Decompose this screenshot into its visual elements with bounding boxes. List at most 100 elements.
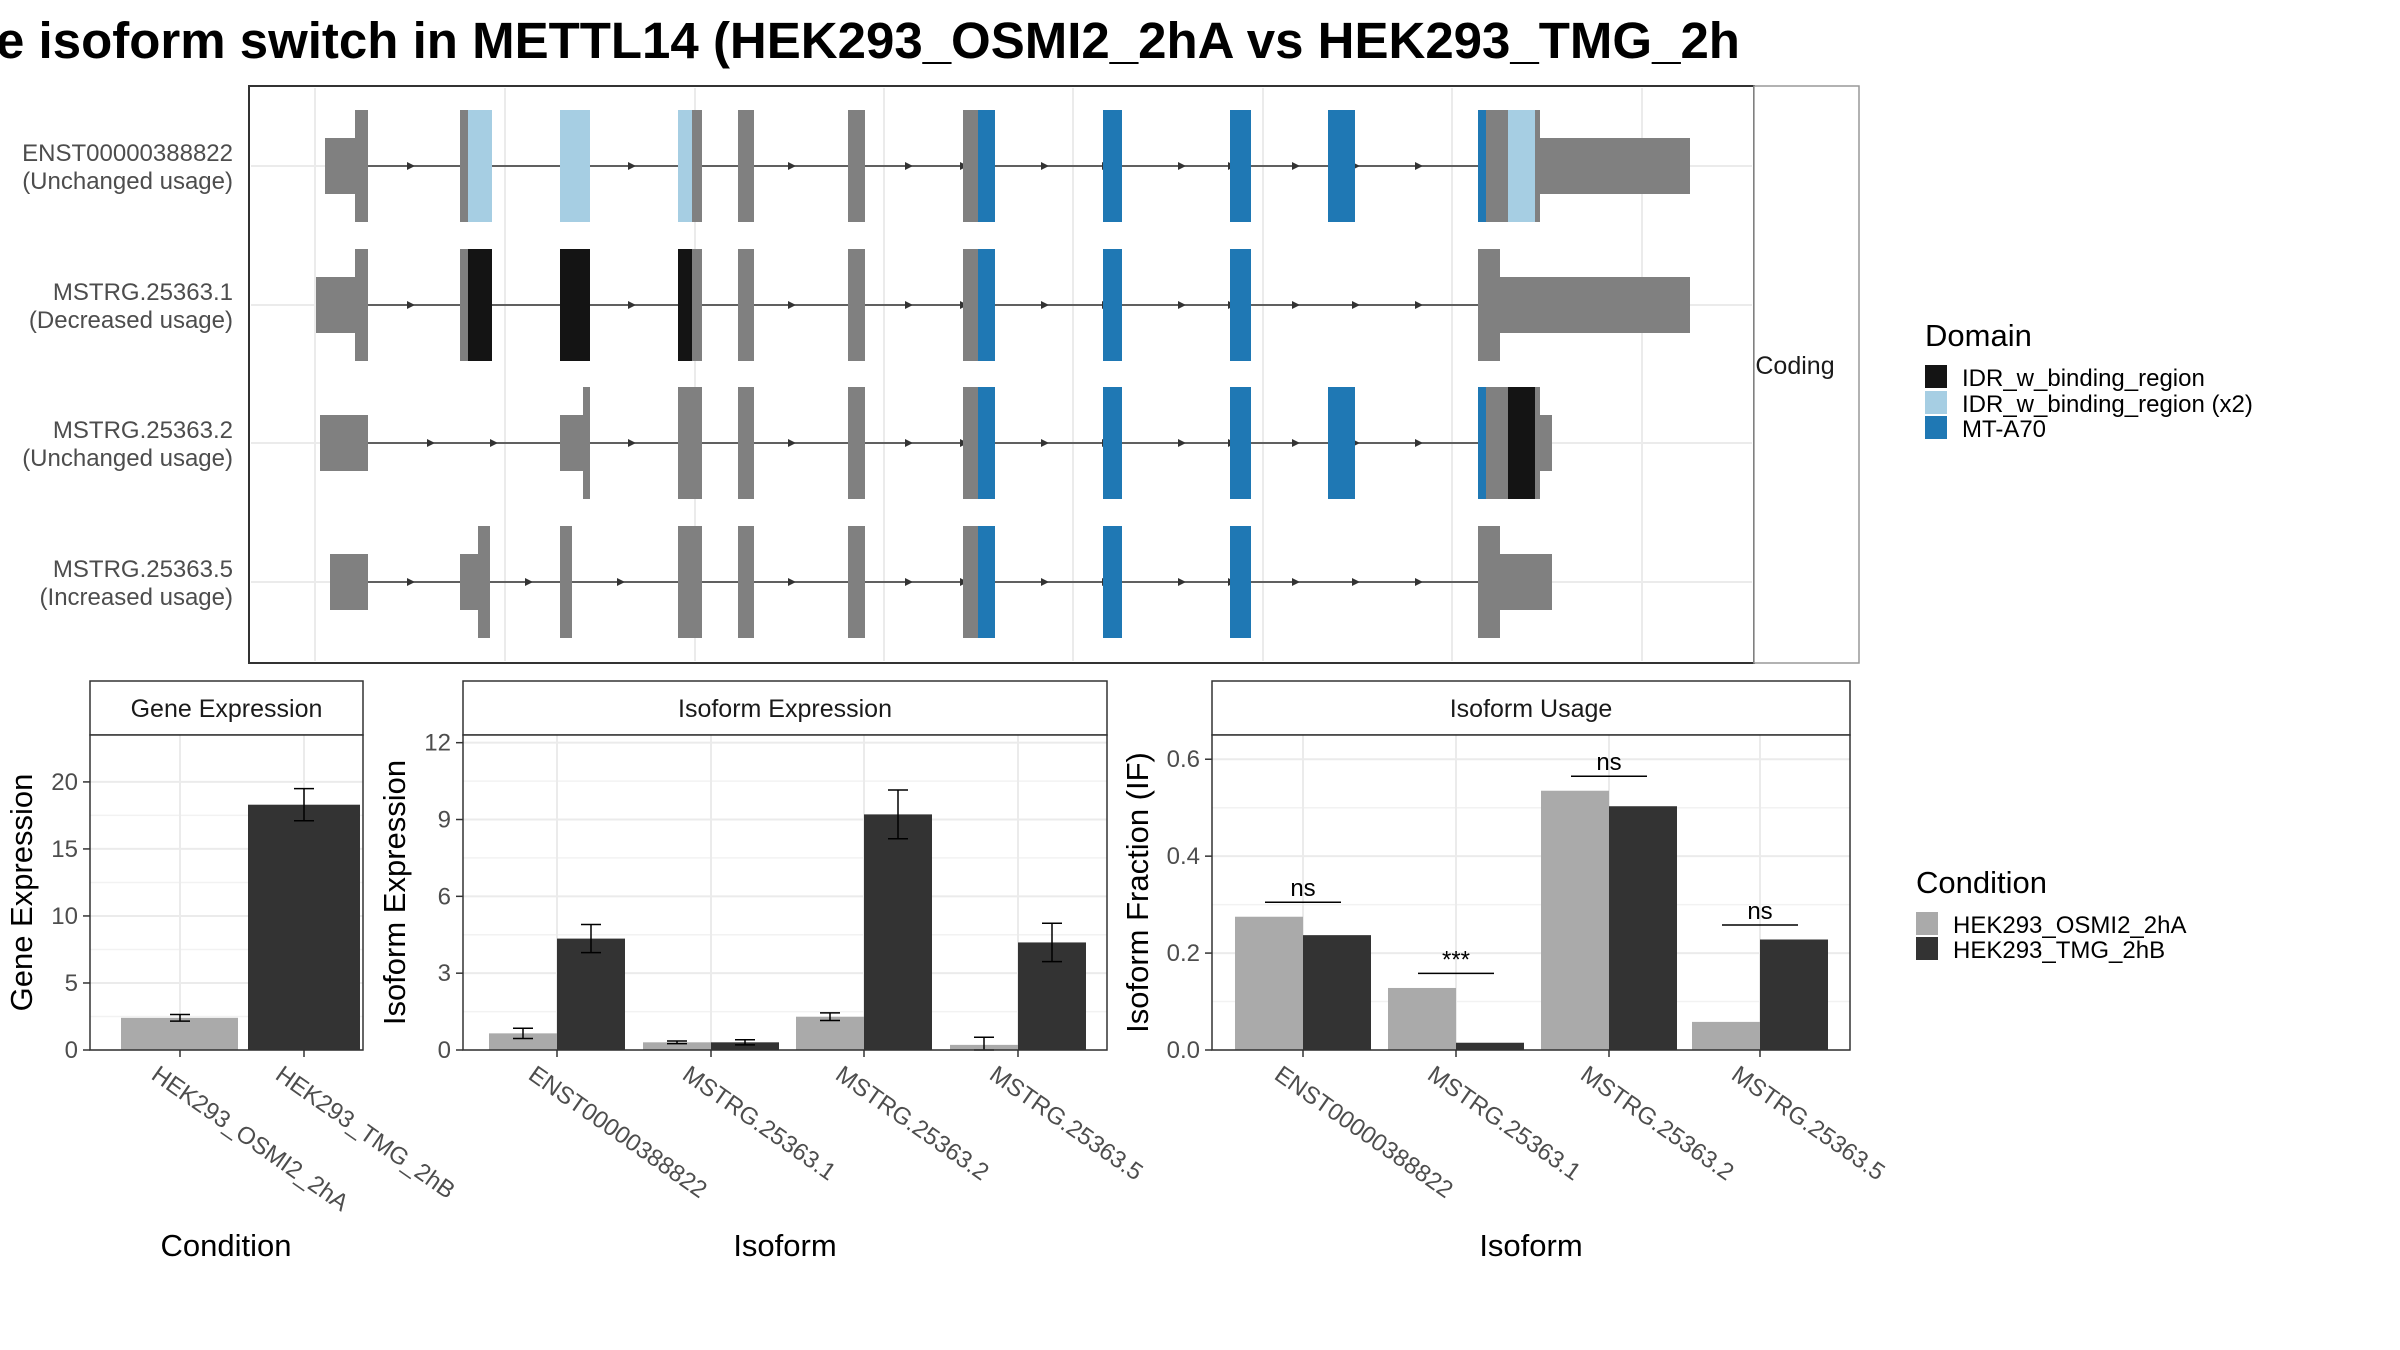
bar [1541, 790, 1609, 1050]
isoform-label-usage: (Unchanged usage) [22, 168, 233, 195]
y-tick-label: 10 [51, 903, 78, 930]
isoform-structure-row [320, 387, 1552, 499]
direction-arrow [1292, 439, 1300, 447]
exon [848, 387, 865, 499]
bar [1303, 935, 1371, 1050]
domain-exon [1103, 387, 1122, 499]
bar [1609, 806, 1677, 1050]
domain-exon [1230, 249, 1251, 361]
domain-exon [468, 110, 492, 222]
exon [963, 526, 978, 638]
exon [1486, 110, 1508, 222]
plot-border [462, 734, 1108, 1051]
significance-label: ns [1596, 749, 1621, 776]
direction-arrow [905, 162, 913, 170]
exon [678, 526, 702, 638]
domain-legend-title: Domain [1925, 318, 2032, 353]
isoform-label-id: MSTRG.25363.1 [53, 279, 233, 306]
domain-exon [560, 249, 590, 361]
legend-label: IDR_w_binding_region (x2) [1962, 391, 2253, 418]
domain-exon [678, 249, 692, 361]
legend-label: IDR_w_binding_region [1962, 365, 2205, 392]
direction-arrow [1041, 578, 1049, 586]
direction-arrow [905, 439, 913, 447]
exon [848, 526, 865, 638]
significance-label: *** [1442, 946, 1470, 973]
domain-exon [1103, 249, 1122, 361]
y-tick-label: 0.4 [1167, 843, 1200, 870]
bar [1692, 1021, 1760, 1050]
bar [248, 804, 360, 1050]
isoform-structure-row [316, 249, 1690, 361]
direction-arrow [905, 301, 913, 309]
legend-label: HEK293_TMG_2hB [1953, 937, 2165, 964]
exon [692, 249, 702, 361]
domain-exon [560, 110, 590, 222]
isoform-label-usage: (Decreased usage) [29, 307, 233, 334]
exon [1500, 277, 1690, 333]
direction-arrow [788, 578, 796, 586]
direction-arrow [788, 162, 796, 170]
x-tick-label: MSTRG.25363.1 [678, 1061, 841, 1186]
x-axis-title: Condition [161, 1228, 292, 1263]
domain-exon [978, 110, 995, 222]
condition-legend: Condition HEK293_OSMI2_2hA HEK293_TMG_2h… [1916, 865, 2186, 964]
y-axis-title: Isoform Expression [377, 760, 412, 1025]
figure-title: e isoform switch in METTL14 (HEK293_OSMI… [0, 12, 1740, 69]
domain-exon [1478, 387, 1486, 499]
legend-key [1925, 365, 1947, 388]
x-axis-title: Isoform [1479, 1228, 1582, 1263]
domain-exon [1230, 526, 1251, 638]
direction-arrow [1178, 578, 1186, 586]
exon [738, 387, 754, 499]
x-axis-title: Isoform [733, 1228, 836, 1263]
exon [738, 110, 754, 222]
exon [678, 387, 702, 499]
facet-strip-label: Coding [1755, 352, 1834, 380]
domain-exon [1328, 110, 1355, 222]
x-tick-label: MSTRG.25363.2 [831, 1061, 994, 1186]
exon [460, 554, 478, 610]
exon [692, 110, 702, 222]
exon [963, 249, 978, 361]
x-tick-label: MSTRG.25363.1 [1423, 1061, 1586, 1186]
exon [1500, 554, 1552, 610]
exon [478, 526, 490, 638]
direction-arrow [1178, 439, 1186, 447]
exon [738, 526, 754, 638]
bar [1456, 1042, 1524, 1050]
y-tick-label: 0 [438, 1037, 451, 1064]
plot-border [1211, 734, 1851, 1051]
significance-label: ns [1747, 898, 1772, 925]
direction-arrow [1415, 439, 1423, 447]
bar [557, 938, 625, 1050]
chart-strip [462, 680, 1108, 736]
domain-exon [1230, 387, 1251, 499]
chart-strip [89, 680, 364, 736]
condition-legend-title: Condition [1916, 865, 2047, 900]
exon [963, 387, 978, 499]
x-tick-label: MSTRG.25363.5 [1727, 1061, 1890, 1186]
legend-label: HEK293_OSMI2_2hA [1953, 912, 2186, 939]
bar [711, 1042, 779, 1050]
direction-arrow [1041, 162, 1049, 170]
direction-arrow [1178, 301, 1186, 309]
bar [643, 1042, 711, 1050]
domain-exon [1103, 526, 1122, 638]
direction-arrow [617, 578, 625, 586]
domain-exon [978, 387, 995, 499]
exon [1486, 387, 1508, 499]
direction-arrow [1352, 301, 1360, 309]
exon [848, 110, 865, 222]
exon [460, 110, 468, 222]
domain-exon [1328, 387, 1355, 499]
direction-arrow [1415, 162, 1423, 170]
significance-label: ns [1290, 875, 1315, 902]
exon [316, 277, 355, 333]
exon [1540, 138, 1690, 194]
direction-arrow [1415, 578, 1423, 586]
isoform-label-id: MSTRG.25363.2 [53, 417, 233, 444]
exon [560, 415, 583, 471]
exon [1478, 526, 1500, 638]
y-tick-label: 3 [438, 960, 451, 987]
